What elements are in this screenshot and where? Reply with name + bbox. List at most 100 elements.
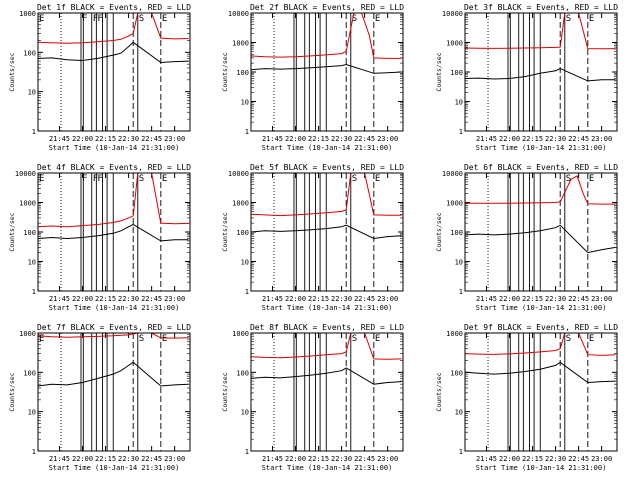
event-marker-label: E	[589, 334, 594, 344]
event-marker-label: F	[82, 174, 87, 184]
panel-title: Det 4f BLACK = Events, RED = LLD	[37, 163, 191, 172]
x-tick-label: 22:15	[308, 295, 329, 303]
x-tick-label: 21:45	[262, 455, 283, 463]
y-tick-label: 10	[241, 409, 249, 417]
x-axis-label: Start Time (10-Jan-14 21:31:00)	[262, 144, 393, 152]
plot-frame	[250, 172, 404, 292]
lld-series-line	[465, 175, 616, 205]
panel-title: Det 2f BLACK = Events, RED = LLD	[250, 3, 404, 12]
detector-panel-7: Det 7f BLACK = Events, RED = LLD 1 10 100 10…	[8, 323, 191, 472]
y-tick-label: 1	[459, 288, 463, 296]
events-series-line	[250, 367, 402, 385]
events-series-line	[464, 224, 616, 254]
panel-title: Det 9f BLACK = Events, RED = LLD	[464, 323, 618, 332]
y-tick-label: 1	[459, 128, 463, 136]
x-tick-label: 21:45	[49, 295, 70, 303]
event-marker-label: S	[352, 14, 357, 24]
x-tick-label: 22:30	[118, 135, 139, 143]
x-tick-label: 22:00	[499, 135, 520, 143]
lld-series-line	[250, 12, 402, 59]
plot-frame	[464, 332, 618, 452]
events-series-line	[37, 41, 189, 64]
event-marker-label: F	[97, 14, 102, 24]
event-marker-label: E	[375, 174, 380, 184]
events-series-line	[37, 361, 189, 387]
x-tick-label: 22:00	[72, 135, 93, 143]
event-marker-label: E	[162, 174, 167, 184]
y-tick-label: 1000	[232, 330, 249, 338]
detector-panel-2: Det 2f BLACK = Events, RED = LLD 1 10 100 10…	[221, 3, 404, 152]
y-tick-label: 1	[245, 448, 249, 456]
x-tick-label: 23:00	[164, 455, 185, 463]
y-tick-label: 10000	[442, 10, 463, 18]
x-tick-label: 22:00	[285, 135, 306, 143]
y-tick-label: 100	[450, 69, 463, 77]
x-tick-label: 22:45	[568, 455, 589, 463]
event-marker-label: E	[39, 334, 44, 344]
y-axis-label: Counts/sec	[435, 372, 443, 411]
x-tick-label: 22:15	[95, 455, 116, 463]
x-tick-label: 23:00	[164, 135, 185, 143]
x-tick-label: 23:00	[164, 295, 185, 303]
y-axis-label: Counts/sec	[221, 52, 229, 91]
panel-title: Det 7f BLACK = Events, RED = LLD	[37, 323, 191, 332]
event-marker-label: S	[352, 174, 357, 184]
event-marker-label: F	[97, 174, 102, 184]
y-tick-label: 10	[455, 409, 463, 417]
y-tick-label: 100	[450, 229, 463, 237]
y-axis-label: Counts/sec	[8, 52, 16, 91]
y-tick-label: 100	[236, 229, 249, 237]
y-axis-label: Counts/sec	[435, 212, 443, 251]
x-tick-label: 22:15	[95, 295, 116, 303]
x-tick-label: 22:15	[95, 135, 116, 143]
events-series-line	[250, 63, 402, 74]
lld-series-line	[464, 332, 616, 356]
event-marker-label: S	[566, 334, 571, 344]
plot-frame	[250, 332, 404, 452]
y-tick-label: 10	[241, 259, 249, 267]
detector-panel-9: Det 9f BLACK = Events, RED = LLD 1 10 100 10…	[435, 323, 618, 472]
x-tick-label: 22:45	[141, 295, 162, 303]
x-axis-label: Start Time (10-Jan-14 21:31:00)	[49, 464, 180, 472]
y-tick-label: 100	[23, 49, 36, 57]
event-marker-label: S	[139, 174, 144, 184]
y-tick-label: 100	[236, 369, 249, 377]
event-marker-label: E	[375, 334, 380, 344]
y-tick-label: 1	[459, 448, 463, 456]
detector-panel-8: Det 8f BLACK = Events, RED = LLD 1 10 100 10…	[221, 323, 404, 472]
y-tick-label: 1000	[446, 40, 463, 48]
lld-series-line	[37, 332, 189, 339]
x-tick-label: 23:00	[591, 455, 612, 463]
lld-series-line	[37, 172, 189, 228]
x-tick-label: 22:45	[141, 455, 162, 463]
plot-frame	[37, 12, 191, 132]
x-tick-label: 23:00	[377, 455, 398, 463]
y-tick-label: 1	[32, 128, 36, 136]
x-tick-label: 22:30	[545, 295, 566, 303]
event-marker-label: E	[39, 14, 44, 24]
x-tick-label: 22:15	[308, 135, 329, 143]
y-tick-label: 1	[32, 448, 36, 456]
x-tick-label: 21:45	[476, 135, 497, 143]
x-tick-label: 23:00	[591, 295, 612, 303]
y-tick-label: 1	[32, 288, 36, 296]
panel-title: Det 3f BLACK = Events, RED = LLD	[464, 3, 618, 12]
plot-frame	[37, 332, 191, 452]
x-tick-label: 22:30	[331, 295, 352, 303]
x-tick-label: 22:30	[545, 455, 566, 463]
x-axis-label: Start Time (10-Jan-14 21:31:00)	[49, 144, 180, 152]
x-tick-label: 22:15	[308, 455, 329, 463]
y-tick-label: 10000	[228, 170, 249, 178]
x-tick-label: 22:30	[118, 455, 139, 463]
event-marker-label: F	[82, 14, 87, 24]
plot-frame	[250, 12, 404, 132]
x-tick-label: 22:00	[285, 455, 306, 463]
detector-panel-3: Det 3f BLACK = Events, RED = LLD 1 10 100 10…	[435, 3, 618, 152]
event-marker-label: E	[589, 14, 594, 24]
x-tick-label: 22:45	[354, 295, 375, 303]
x-tick-label: 21:45	[262, 135, 283, 143]
x-tick-label: 22:30	[331, 455, 352, 463]
x-tick-label: 22:45	[568, 295, 589, 303]
x-tick-label: 22:00	[285, 295, 306, 303]
